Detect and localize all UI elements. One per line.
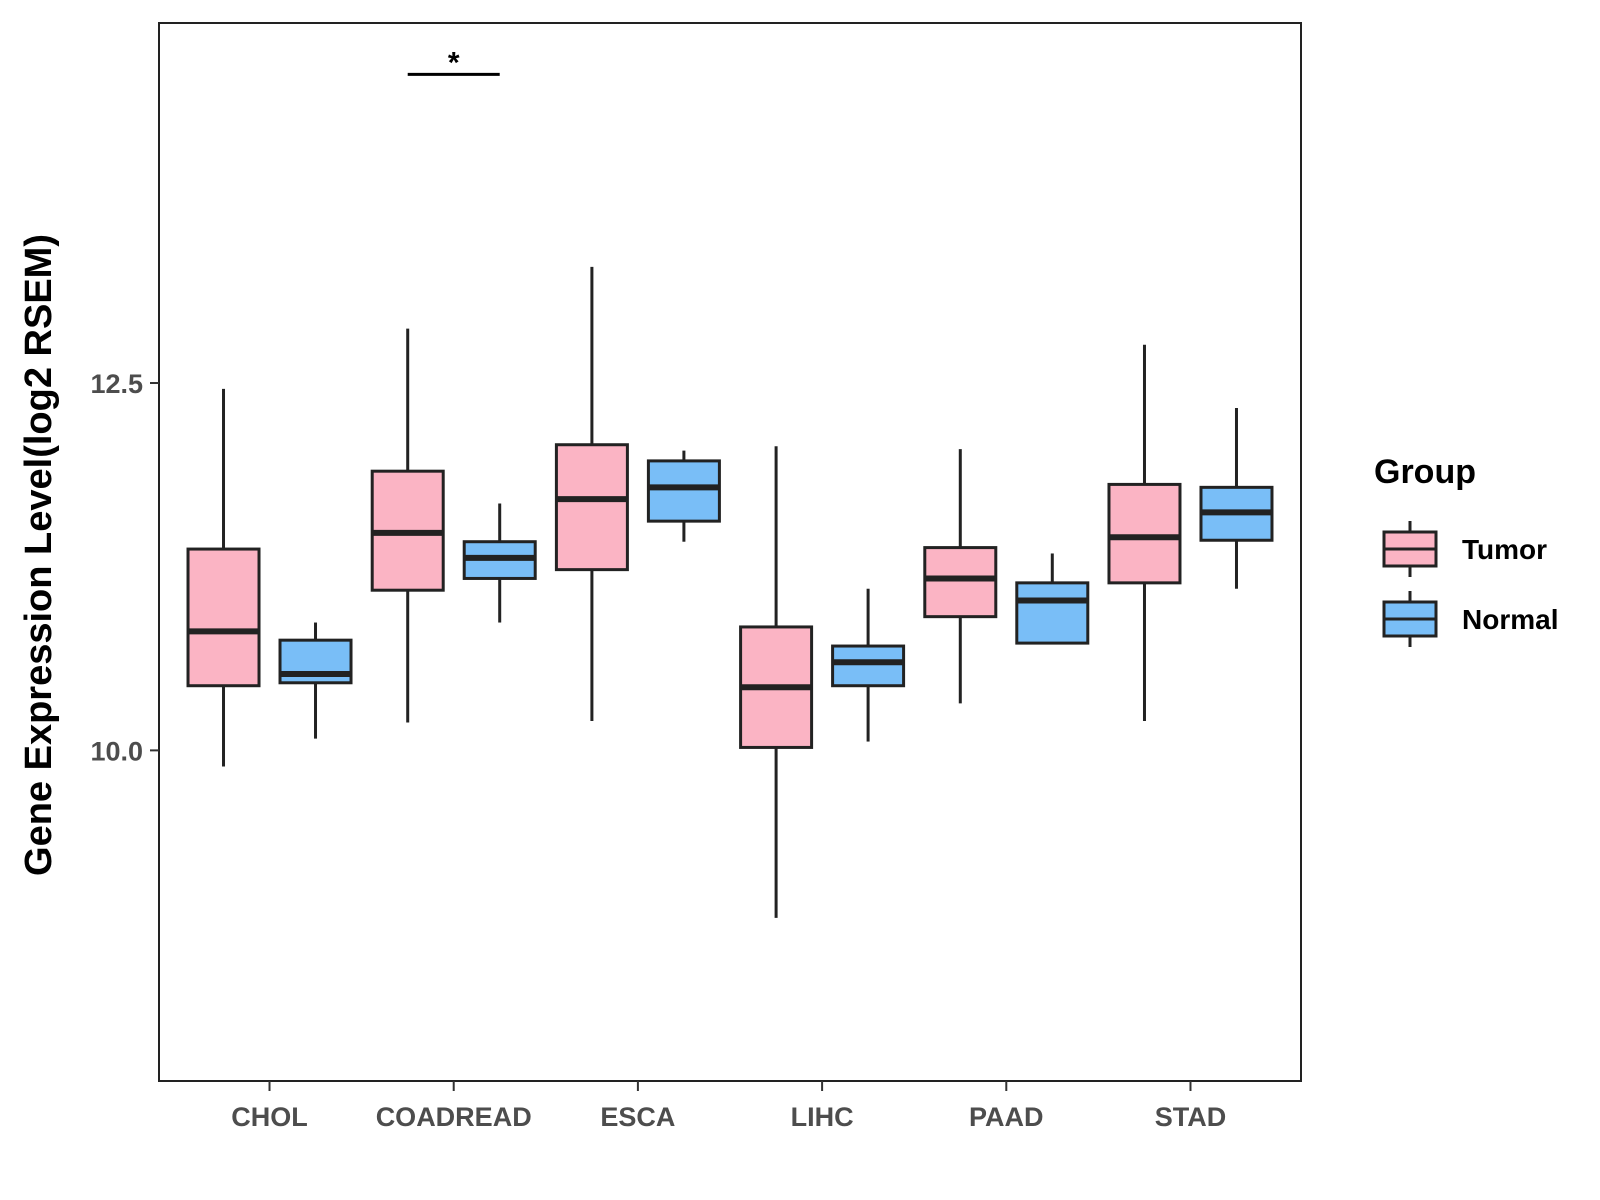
box-iqr <box>1015 581 1090 645</box>
legend-label: Normal <box>1462 604 1558 635</box>
box-tumor-esca <box>554 266 629 721</box>
box-iqr <box>554 443 629 572</box>
box-tumor-stad <box>1107 344 1182 721</box>
x-tick-label: ESCA <box>600 1102 675 1132</box>
y-axis-title: Gene Expression Level(log2 RSEM) <box>18 234 60 876</box>
y-tick-label: 12.5 <box>90 369 143 399</box>
box-iqr <box>831 644 906 688</box>
box-iqr <box>923 546 998 619</box>
plot-area: * <box>186 46 1274 918</box>
axes: 10.0 12.5 CHOL COADREAD ESCA LIHC PAAD STAD <box>90 22 1302 1132</box>
x-tick-label: LIHC <box>791 1102 854 1132</box>
panel-border <box>158 22 1302 1082</box>
legend-entry-tumor: Tumor <box>1382 521 1547 577</box>
box-iqr <box>646 459 721 523</box>
box-normal-paad <box>1015 553 1090 645</box>
legend-label: Tumor <box>1462 534 1547 565</box>
legend: Group Tumor Normal <box>1374 453 1558 647</box>
legend-title: Group <box>1374 453 1476 491</box>
box-tumor-coadread <box>370 328 445 723</box>
x-tick-label: COADREAD <box>376 1102 532 1132</box>
box-tumor-paad <box>923 449 998 704</box>
box-normal-stad <box>1199 407 1274 589</box>
x-tick-label: PAAD <box>969 1102 1044 1132</box>
legend-items: Tumor Normal <box>1382 521 1558 647</box>
box-tumor-lihc <box>739 446 814 918</box>
x-tick-label: CHOL <box>231 1102 308 1132</box>
box-tumor-chol <box>186 388 261 767</box>
significance-label: * <box>448 46 460 79</box>
y-tick-label: 10.0 <box>90 736 143 766</box>
x-tick-label: STAD <box>1155 1102 1227 1132</box>
box-normal-esca <box>646 450 721 542</box>
box-normal-coadread <box>462 503 537 623</box>
legend-entry-normal: Normal <box>1382 591 1558 647</box>
box-normal-lihc <box>831 588 906 742</box>
box-iqr <box>186 547 261 688</box>
box-iqr <box>1107 482 1182 585</box>
box-normal-chol <box>278 622 353 739</box>
